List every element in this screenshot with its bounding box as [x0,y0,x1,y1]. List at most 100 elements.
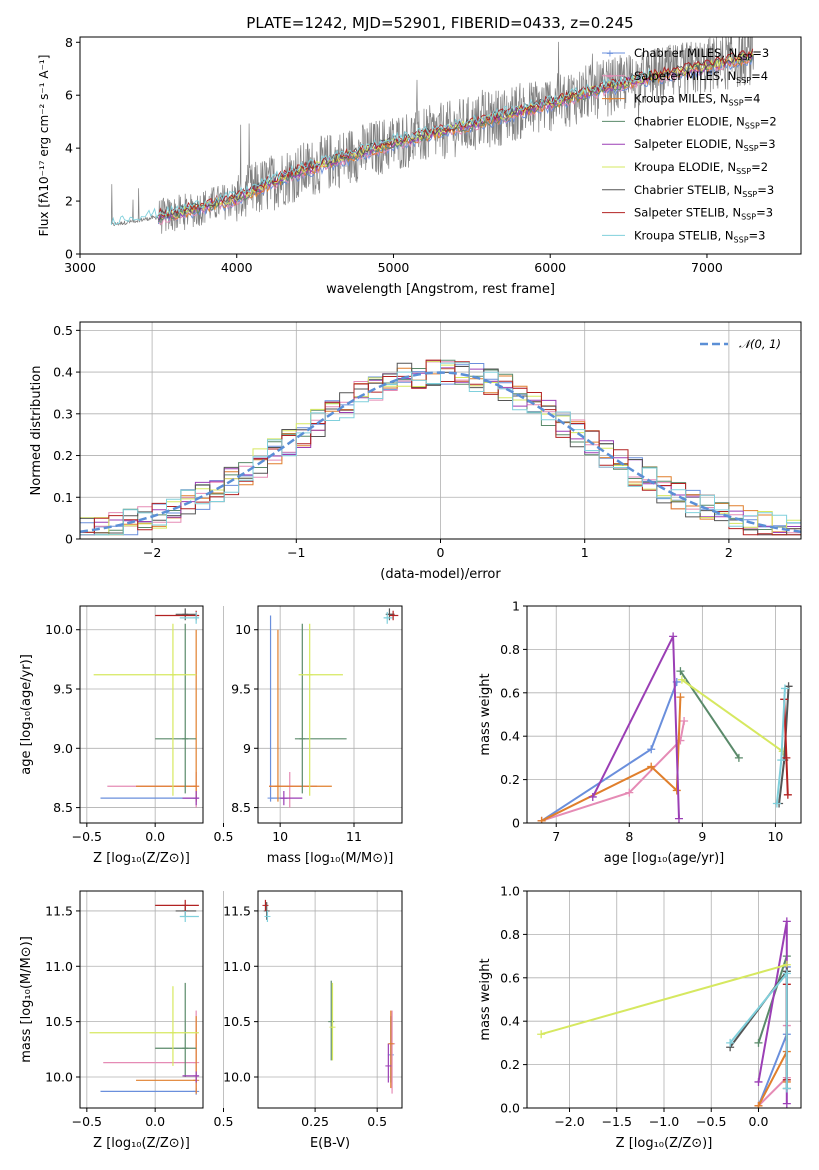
y-tick-label: 10.5 [45,1014,73,1029]
legend-label: Chabrier MILES, NSSP=3 [634,46,769,62]
model-spectrum-line [110,67,652,226]
axes-frame [79,605,204,824]
weight-marker [782,1084,791,1093]
weight-marker [782,917,791,926]
weight-marker [783,790,792,799]
y-tick-label: 0.4 [500,1014,520,1029]
weight-marker [537,1030,546,1039]
svg-text:+: + [606,71,614,82]
x-tick-label: 2 [725,545,733,560]
weight-line [681,678,784,753]
y-axis-label: Normed distribution [29,366,44,496]
weight-series-kroupa-elodie [677,675,787,756]
normal-reference-curve [80,371,801,533]
data-point-salpeter-elodie [182,1071,200,1083]
y-tick-label: 1.0 [500,884,520,899]
x-axis-label: wavelength [Angstrom, rest frame] [326,282,555,297]
data-point-kroupa-elodie [93,623,197,796]
x-tick-label: 0.0 [749,1114,769,1129]
axes-frame [257,890,403,1109]
legend-label: Kroupa MILES, NSSP=4 [634,92,760,108]
data-point-chabrier-elodie [328,980,335,1061]
panel-weight-vs-Z: −2.0 −1.5 −1.0 −0.5 0.0 0.0 0.2 0.4 0.6 0.8 1.0 Z [… [478,884,802,1151]
data-point-kroupa-elodie [89,986,199,1066]
data-point-kroupa-stelib [264,910,271,922]
x-tick-label: 5000 [378,260,410,275]
data-point-chabrier-stelib [175,905,197,917]
data-point-kroupa-miles [136,629,200,802]
data-point-chabrier-miles [100,1088,200,1095]
plot-area-age-vs-mass [267,608,399,808]
data-point-kroupa-stelib [383,611,393,624]
weight-marker [647,762,656,771]
weight-marker [754,1101,763,1108]
legend-label: Salpeter ELODIE, NSSP=3 [634,137,776,153]
weight-line [757,921,788,1104]
y-tick-label: 0.6 [500,685,520,700]
y-tick-label: 9.5 [53,682,73,697]
y-tick-label: 11.0 [223,959,251,974]
data-point-salpeter-elodie [385,1043,392,1083]
weight-series-chabrier-elodie [676,667,743,762]
weight-series-salpeter-stelib [780,695,792,799]
y-tick-label: 11.0 [45,959,73,974]
data-point-kroupa-elodie [329,982,336,1061]
data-point-salpeter-stelib [155,610,200,621]
plot-area-age-vs-Z [93,608,200,808]
weight-marker [680,717,689,726]
residual-histogram [80,362,801,536]
data-point-salpeter-stelib [389,610,399,621]
data-point-kroupa-elodie [298,623,343,796]
weight-marker [754,1038,763,1047]
panel-residuals: −2 −1 0 1 2 0 0.1 0.2 0.3 0.4 0.5 (data-model)/erro… [29,321,802,582]
x-tick-label: −2 [143,545,161,560]
x-tick-label: −0.5 [696,1114,726,1129]
y-tick-label: 0.8 [500,642,520,657]
y-tick-label: 10.0 [45,1070,73,1085]
weight-series-salpeter-elodie [588,632,683,823]
weight-marker [676,693,685,702]
plot-area-weight-vs-Z [537,917,791,1108]
y-tick-label: 10.0 [45,622,73,637]
legend-label: Kroupa STELIB, NSSP=3 [634,228,765,244]
plot-area-mass-vs-Z [89,899,200,1095]
data-point-chabrier-elodie [155,982,197,1077]
y-tick-label: 11.5 [223,903,251,918]
x-tick-label: 0.5 [214,1114,234,1129]
y-tick-label: 9.0 [53,741,73,756]
x-tick-label: 0.0 [145,829,165,844]
weight-marker [669,632,678,641]
x-tick-label: 10 [767,829,783,844]
spectrum-legend: Chabrier MILES, NSSP=3 + Salpeter MILES, N… [602,46,777,244]
data-point-salpeter-stelib [262,899,269,911]
weight-marker [780,684,789,693]
data-point-kroupa-stelib [179,910,199,922]
x-tick-label: 4000 [221,260,253,275]
weight-marker [676,667,685,676]
x-tick-label: 8 [625,829,633,844]
data-point-salpeter-stelib [155,899,199,911]
y-tick-label: 0 [65,532,73,547]
plot-area-mass-vs-EBV [262,899,396,1094]
y-tick-label: 0.0 [500,1101,520,1116]
axes-frame [79,890,204,1109]
legend-label: Chabrier ELODIE, NSSP=2 [634,114,777,130]
legend-label: 𝒩(0, 1) [739,337,781,351]
weight-series-chabrier-miles [537,677,681,823]
y-tick-label: 0.6 [500,970,520,985]
weight-line [541,697,682,822]
x-tick-label: 0.25 [301,1114,329,1129]
x-tick-label: 11 [346,829,362,844]
data-point-salpeter-miles [389,1010,396,1094]
svg-text:+: + [606,49,614,60]
y-tick-label: 8 [65,35,73,50]
data-point-chabrier-elodie [294,623,347,794]
x-tick-label: 3000 [64,260,96,275]
y-tick-label: 8.5 [53,800,73,815]
x-axis-label: (data-model)/error [380,567,501,582]
y-tick-label: 0.3 [53,406,73,421]
y-tick-label: 0.2 [500,772,520,787]
x-tick-label: 0 [437,545,445,560]
legend-label: Salpeter MILES, NSSP=4 [634,69,768,85]
weight-marker [782,969,791,978]
